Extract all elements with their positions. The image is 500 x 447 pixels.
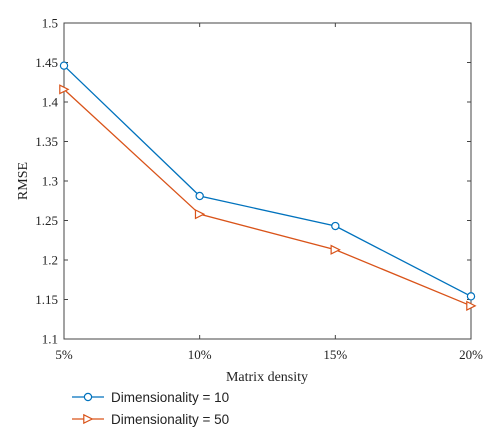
series-1-point [331,221,340,231]
y-tick-label: 1.5 [42,16,58,31]
y-tick-label: 1.1 [42,332,58,347]
x-tick-label: 20% [459,347,483,362]
y-tick-label: 1.4 [42,95,59,110]
series-2-point [466,300,477,311]
legend-label: Dimensionality = 10 [111,390,229,405]
y-tick-label: 1.2 [42,253,58,268]
series-1-point [195,191,204,201]
series-2-point [194,209,206,220]
series-1-point [466,292,476,301]
legend: Dimensionality = 10 Dimensionality = 50 [72,390,229,427]
y-tick-label: 1.35 [35,134,58,149]
legend-marker [83,413,94,425]
x-tick-label: 15% [323,347,347,362]
series-layer [59,61,477,311]
y-axis-title: RMSE [16,162,31,200]
y-tick-label: 1.25 [35,213,58,228]
x-tick-label: 5% [55,347,73,362]
y-tick-label: 1.45 [35,55,58,70]
series-2-point [59,84,70,95]
y-tick-label: 1.15 [35,292,58,307]
legend-label: Dimensionality = 50 [111,412,229,427]
y-axis: 1.1 1.15 1.2 1.25 1.3 1.35 1.4 1.45 1.5 [35,16,471,347]
series-2-point [330,244,341,255]
x-axis: 5% 10% 15% 20% [55,23,483,362]
series-line-2 [63,88,472,307]
x-tick-label: 10% [188,347,212,362]
legend-marker [83,392,93,402]
x-axis-title: Matrix density [226,370,308,385]
plot-area [63,22,472,340]
y-tick-label: 1.3 [42,174,58,189]
series-line-1 [63,65,472,297]
series-1-point [59,61,69,70]
